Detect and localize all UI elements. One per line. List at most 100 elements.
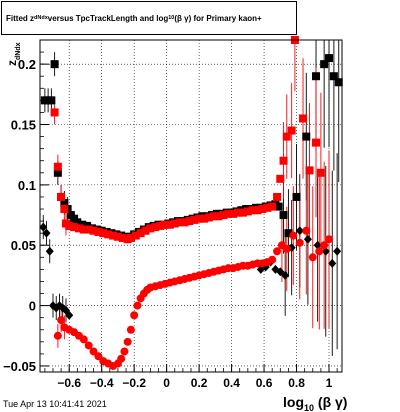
data-point <box>328 258 337 268</box>
data-point <box>70 223 79 232</box>
data-point <box>234 208 243 217</box>
x-tick-label: 0.8 <box>288 376 305 390</box>
title-sub2: 10 <box>168 15 175 21</box>
data-point <box>287 126 296 135</box>
data-point <box>329 72 338 81</box>
title-part1: Fitted z <box>6 13 34 23</box>
data-point <box>284 229 293 238</box>
data-point <box>209 212 218 221</box>
data-point <box>274 202 283 211</box>
data-point <box>229 209 238 218</box>
x-tick-label: 1 <box>326 376 333 390</box>
data-point <box>79 335 88 344</box>
data-point <box>219 211 228 220</box>
data-point <box>305 166 314 175</box>
data-point <box>302 132 311 141</box>
data-point <box>320 60 329 69</box>
data-point <box>39 222 48 232</box>
data-point <box>133 301 142 310</box>
data-point <box>333 246 342 256</box>
data-point <box>89 347 98 356</box>
data-point <box>89 226 98 235</box>
data-point <box>190 215 199 224</box>
x-tick-label: 0.4 <box>223 376 240 390</box>
timestamp-footer: Tue Apr 13 10:41:41 2021 <box>3 399 107 409</box>
data-point <box>312 138 321 147</box>
data-point <box>109 231 118 240</box>
data-point <box>156 221 165 230</box>
y-tick-label: 0.1 <box>18 178 36 193</box>
title-part3: (β γ) for Primary kaon+ <box>174 13 262 23</box>
data-point <box>185 217 194 226</box>
y-tick-label: 0 <box>29 299 36 314</box>
data-point <box>165 220 174 229</box>
data-point <box>199 214 208 223</box>
data-point <box>325 235 334 244</box>
data-point <box>141 226 150 235</box>
data-point <box>276 174 285 183</box>
data-point <box>65 221 74 230</box>
data-point <box>151 223 160 232</box>
data-point <box>130 311 139 320</box>
data-point <box>94 352 103 361</box>
data-point <box>50 108 59 117</box>
data-point <box>126 325 135 334</box>
data-point <box>45 246 54 256</box>
data-point <box>53 331 62 340</box>
data-point <box>268 255 277 264</box>
data-point <box>308 253 317 262</box>
data-point <box>279 156 288 165</box>
data-point <box>99 229 108 238</box>
title-sub1: dNdx <box>34 15 48 21</box>
axis-ticks <box>40 51 338 372</box>
x-tick-label: 0 <box>163 376 170 390</box>
data-point <box>120 347 129 356</box>
data-point <box>42 228 51 238</box>
data-point <box>79 225 88 234</box>
data-point <box>282 244 291 253</box>
data-point <box>325 54 334 63</box>
data-point <box>57 192 66 201</box>
x-tick-label: 0.2 <box>191 376 208 390</box>
data-point <box>60 205 69 214</box>
data-point <box>50 60 59 69</box>
x-tick-label: 0.6 <box>256 376 273 390</box>
data-point <box>279 211 288 220</box>
title-part2: versus TpcTrackLength and log <box>47 13 169 23</box>
data-point <box>315 247 324 256</box>
data-point <box>53 162 62 171</box>
data-point <box>316 168 325 177</box>
chart-title: Fitted z dNdx versus TpcTrackLength and l… <box>1 1 297 35</box>
data-point <box>170 219 179 228</box>
data-point <box>248 206 257 215</box>
data-point <box>214 212 223 221</box>
data-point <box>268 202 277 211</box>
x-axis-label: log10 (β γ) <box>283 394 347 412</box>
y-tick-label: −0.05 <box>3 359 36 374</box>
data-point <box>204 213 213 222</box>
data-point <box>295 238 304 247</box>
data-point <box>117 354 126 363</box>
data-point <box>303 234 312 244</box>
data-point <box>53 168 62 177</box>
data-point <box>292 192 301 201</box>
data-point <box>84 225 93 234</box>
tick-labels: −0.6 −0.4 −0.2 0 0.2 0.4 0.6 0.8 1 −0.05 0 0.05 0.1 0… <box>3 57 333 390</box>
data-point <box>175 218 184 227</box>
y-tick-label: 0.2 <box>18 57 36 72</box>
data-point <box>273 247 282 256</box>
data-point <box>94 227 103 236</box>
y-tick-label: 0.15 <box>11 118 36 133</box>
data-point <box>123 337 132 346</box>
data-point <box>281 270 290 280</box>
data-point <box>113 232 122 241</box>
x-tick-label: −0.4 <box>90 376 114 390</box>
data-point <box>289 231 298 240</box>
data-point <box>47 96 56 105</box>
data-point <box>299 114 308 123</box>
data-point <box>57 316 66 325</box>
data-point <box>126 233 135 242</box>
data-point <box>84 341 93 350</box>
data-point <box>74 224 83 233</box>
